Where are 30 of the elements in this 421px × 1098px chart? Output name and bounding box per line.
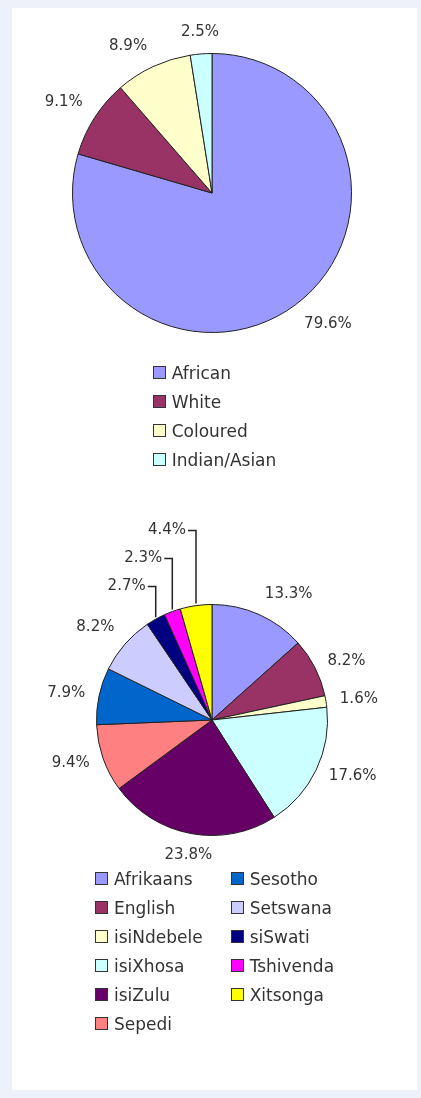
legend-label: Sesotho — [249, 868, 318, 889]
legend-label: Coloured — [171, 420, 248, 441]
legend-label: Sepedi — [113, 1013, 172, 1034]
data-label: 23.8% — [164, 845, 213, 864]
legend-label: Setswana — [249, 897, 332, 918]
data-label: 2.3% — [124, 548, 163, 567]
legend-label: isiZulu — [113, 984, 171, 1005]
legend-label: siSwati — [249, 926, 310, 947]
data-label: 2.5% — [180, 21, 220, 40]
data-label: 13.3% — [264, 583, 313, 602]
legend-label: White — [171, 391, 222, 412]
data-label: 8.9% — [109, 35, 148, 54]
data-label: 9.1% — [44, 92, 83, 111]
data-label: 17.6% — [328, 765, 377, 784]
legend-label: isiXhosa — [113, 955, 185, 976]
data-label: 2.7% — [107, 576, 146, 595]
legend-label: Indian/Asian — [171, 449, 277, 470]
data-label: 7.9% — [47, 683, 86, 702]
legend-label: English — [113, 897, 176, 918]
data-label: 79.6% — [304, 313, 352, 332]
data-label: 4.4% — [147, 520, 186, 539]
data-label: 9.4% — [51, 752, 90, 771]
legend-label: Xitsonga — [249, 984, 324, 1005]
data-label: 8.2% — [327, 651, 366, 670]
legend-label: Afrikaans — [113, 868, 193, 889]
data-label: 1.6% — [339, 689, 378, 708]
legend-label: isiNdebele — [113, 926, 203, 947]
legend-label: African — [171, 362, 231, 383]
legend-label: Tshivenda — [249, 955, 335, 976]
data-label: 8.2% — [76, 616, 115, 635]
